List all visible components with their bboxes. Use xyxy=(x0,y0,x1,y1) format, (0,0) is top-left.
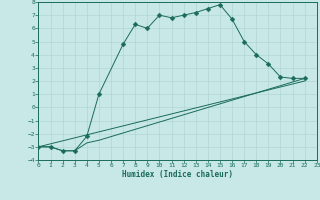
X-axis label: Humidex (Indice chaleur): Humidex (Indice chaleur) xyxy=(122,170,233,179)
